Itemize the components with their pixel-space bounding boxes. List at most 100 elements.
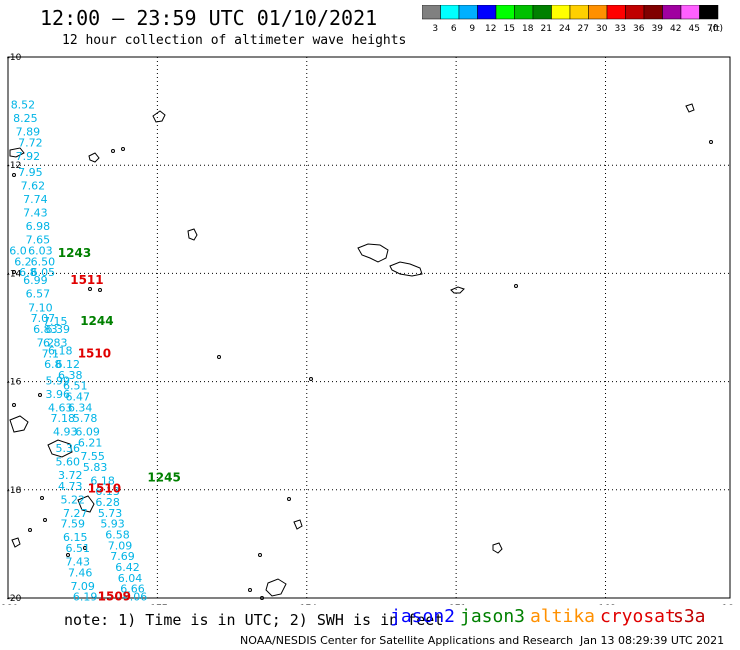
wave-height-label: 6.21	[78, 437, 103, 450]
wave-height-label: 3.96	[46, 388, 71, 401]
wave-height-label: 6.83	[43, 336, 68, 349]
islet-marker	[88, 287, 92, 291]
legend-cryosat: cryosat	[600, 606, 676, 627]
wave-height-label: 7.15	[43, 315, 68, 328]
wave-height-label: 6.15	[63, 531, 88, 544]
wave-height-label: 7.92	[16, 150, 41, 163]
wave-height-label: 6.99	[23, 274, 48, 287]
wave-height-label: 5.99	[46, 374, 71, 387]
island-outline	[11, 537, 21, 548]
islet-marker	[98, 288, 102, 292]
colorbar-label: 18	[522, 24, 534, 34]
island-outline	[187, 228, 198, 241]
wave-height-label: 4.63	[48, 401, 73, 414]
island-outline	[293, 519, 303, 530]
wave-height-label: 6.2	[14, 255, 32, 268]
island-outline	[77, 495, 95, 513]
colorbar-label: 27	[578, 24, 589, 34]
wave-height-label: 7.1	[42, 347, 60, 360]
islet-marker	[12, 270, 16, 274]
credit-text: NOAA/NESDIS Center for Satellite Applica…	[240, 634, 574, 647]
islet-marker	[248, 588, 252, 592]
island-outline	[450, 286, 465, 294]
wave-height-colorbar: 3 6 9 12 15 18 21 24 27 30 33 36 39 42 45 70(ft)	[422, 5, 723, 34]
wave-height-label: 8.52	[11, 98, 36, 111]
wave-height-label: 6.57	[26, 288, 51, 301]
wave-height-label: 6.51	[63, 380, 88, 393]
wave-height-label: 5.78	[73, 412, 98, 425]
islet-marker	[40, 496, 44, 500]
islet-marker	[514, 284, 518, 288]
wave-height-label: 6.66	[120, 583, 145, 596]
island-outline	[9, 147, 25, 158]
colorbar-label: 70	[707, 24, 719, 34]
colorbar-label: 21	[541, 24, 552, 34]
islet-marker	[287, 497, 291, 501]
colorbar-label: 45	[689, 24, 700, 34]
wave-height-label: 6.42	[115, 561, 140, 574]
legend-altika: altika	[530, 606, 596, 627]
wave-height-map: -180 -177 -174 -171 -168 -16 -10 -12 -14 -16 -18 -2…	[0, 53, 734, 605]
island-outline	[685, 103, 695, 113]
wave-height-label: 6.47	[65, 391, 90, 404]
wave-height-label: 7.89	[16, 125, 41, 138]
wave-height-label: 6.51	[65, 542, 90, 555]
colorbar-label: 24	[559, 24, 571, 34]
wave-height-label: 7.65	[26, 234, 51, 247]
islet-marker	[66, 553, 70, 557]
colorbar-label: 30	[596, 24, 608, 34]
wave-height-label: 6.83	[33, 323, 58, 336]
island-outline	[492, 542, 503, 554]
island-outline	[47, 439, 73, 458]
lat-tick-label: -20	[7, 594, 22, 604]
pass-time-label: 1510	[78, 346, 111, 360]
colorbar-label: 33	[615, 24, 626, 34]
wave-height-label: 7.72	[18, 136, 43, 149]
wave-height-label: 7.55	[80, 450, 105, 463]
lat-tick-label: -18	[7, 486, 22, 496]
wave-height-label: 6.09	[75, 426, 100, 439]
colorbar-label: 6	[451, 24, 457, 34]
lat-tick-label: -16	[7, 378, 22, 388]
wave-height-label: 6.03	[28, 244, 53, 257]
wave-height-label: 7.07	[31, 312, 56, 325]
islet-marker	[260, 596, 264, 600]
page-title: 12:00 – 23:59 UTC 01/10/2021	[40, 6, 378, 30]
lat-tick-label: -14	[7, 269, 22, 279]
wave-height-label: 6.19	[73, 591, 98, 604]
wave-height-label: 4.73	[58, 480, 83, 493]
wave-height-label: 7.43	[65, 556, 90, 569]
lon-tick-label: -171	[446, 604, 466, 605]
island-outline	[9, 415, 29, 433]
wave-height-label: 6.12	[56, 358, 81, 371]
islet-marker	[111, 149, 115, 153]
wave-height-label: 5.73	[98, 507, 123, 520]
pass-time-label: 1245	[147, 471, 180, 485]
islet-marker	[709, 140, 713, 144]
wave-height-label: 7.46	[68, 566, 93, 579]
wave-height-label: 6.98	[26, 220, 51, 233]
colorbar-label: 39	[652, 24, 664, 34]
lon-tick-label: -174	[297, 604, 318, 605]
page-subtitle: 12 hour collection of altimeter wave hei…	[62, 33, 407, 48]
wave-height-label: 3.72	[58, 469, 83, 482]
wave-height-label: 7.43	[23, 207, 48, 220]
wave-height-label: 6.58	[105, 528, 130, 541]
wave-height-label: 8.25	[13, 112, 38, 125]
lon-tick-label: -168	[595, 604, 616, 605]
wave-height-label: 7.74	[23, 193, 48, 206]
wave-height-label: 6.18	[90, 474, 115, 487]
pass-time-label: 1510	[88, 482, 121, 496]
islet-marker	[12, 173, 16, 177]
legend-jason2: jason2	[390, 606, 456, 627]
wave-height-label: 7.62	[21, 180, 46, 193]
colorbar-unit: (ft)	[709, 24, 723, 34]
generated-timestamp: Jan 13 08:29:39 UTC 2021	[580, 634, 725, 647]
footer-note: note: 1) Time is in UTC; 2) SWH is in fe…	[64, 611, 444, 629]
colorbar-label: 15	[504, 24, 515, 34]
colorbar-label: 3	[432, 24, 438, 34]
pass-time-label: 1244	[80, 314, 113, 328]
wave-height-label: 6.38	[58, 369, 83, 382]
lon-tick-label: -16	[719, 604, 734, 605]
lat-tick-label: -12	[7, 161, 22, 171]
